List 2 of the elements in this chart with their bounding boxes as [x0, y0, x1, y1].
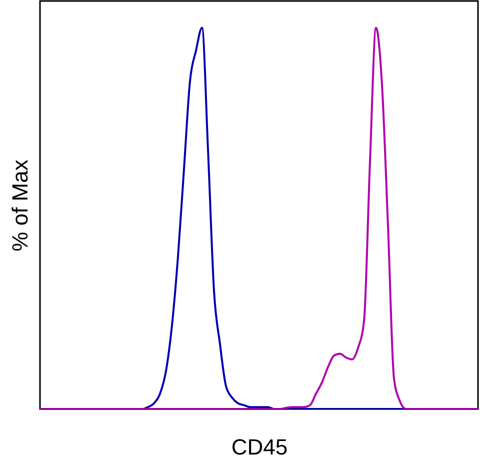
y-axis-title: % of Max: [8, 160, 32, 252]
x-axis-title: CD45: [231, 434, 288, 460]
